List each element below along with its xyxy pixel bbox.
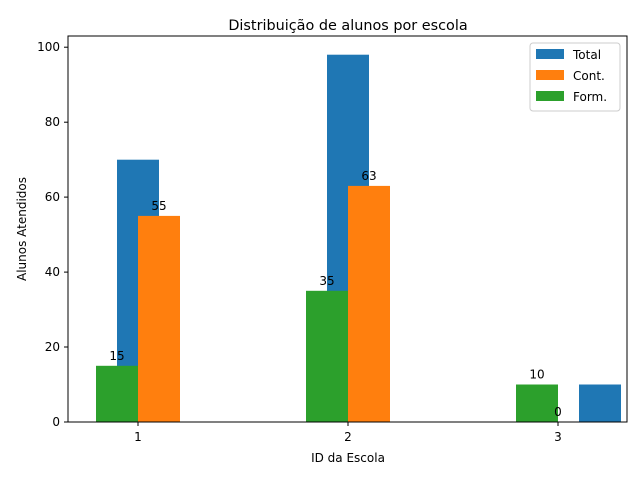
y-tick-label: 80 [45,115,60,129]
x-tick-label: 1 [134,430,142,444]
y-tick-label: 0 [52,415,60,429]
data-label: 35 [319,274,334,288]
y-tick-label: 40 [45,265,60,279]
y-axis: 0 20 40 60 80 100 [37,40,68,429]
data-label: 10 [529,368,544,382]
data-label: 15 [109,349,124,363]
legend-label: Total [572,48,601,62]
x-axis: 1 2 3 [134,422,562,444]
y-axis-label: Alunos Atendidos [15,177,29,281]
y-tick-label: 20 [45,340,60,354]
legend-swatch [536,70,564,80]
bar-form-1 [96,365,138,422]
legend-swatch [536,91,564,101]
data-label: 0 [554,405,562,419]
legend-swatch [536,49,564,59]
bars-group [96,54,621,422]
x-tick-label: 2 [344,430,352,444]
legend: Total Cont. Form. [529,42,621,112]
data-label: 55 [151,199,166,213]
chart-title: Distribuição de alunos por escola [228,18,467,34]
x-tick-label: 3 [554,430,562,444]
bar-total-3 [579,384,621,422]
legend-label: Cont. [573,69,605,83]
legend-label: Form. [573,90,607,104]
y-tick-label: 100 [37,40,60,54]
data-label: 63 [361,169,376,183]
y-tick-label: 60 [45,190,60,204]
bar-cont-1 [138,215,180,422]
bar-form-3 [516,384,558,422]
x-axis-label: ID da Escola [311,451,385,465]
bar-cont-2 [348,185,390,422]
bar-form-2 [306,290,348,422]
data-labels-group: 15 55 35 63 10 0 [109,169,561,419]
